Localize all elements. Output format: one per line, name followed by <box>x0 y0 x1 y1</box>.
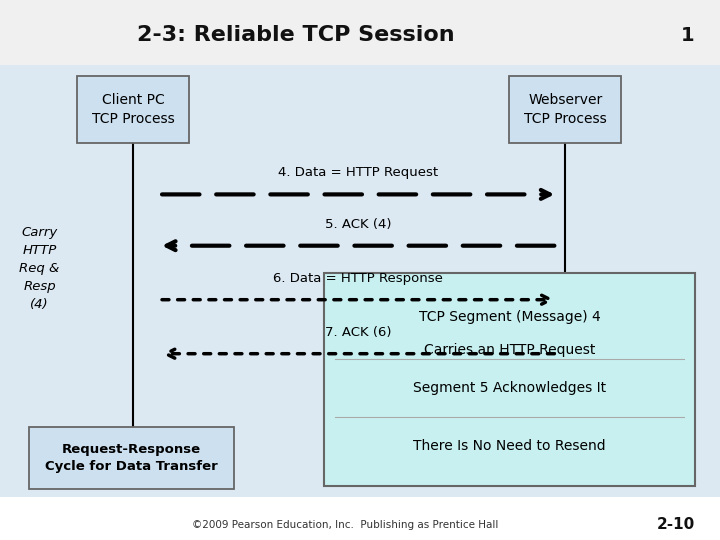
FancyBboxPatch shape <box>78 76 189 143</box>
Text: Request-Response
Cycle for Data Transfer: Request-Response Cycle for Data Transfer <box>45 443 217 472</box>
Text: 7. ACK (6): 7. ACK (6) <box>325 326 392 339</box>
FancyBboxPatch shape <box>0 43 720 497</box>
Text: 2-3: Reliable TCP Session: 2-3: Reliable TCP Session <box>137 25 454 45</box>
FancyBboxPatch shape <box>29 427 234 489</box>
Text: ©2009 Pearson Education, Inc.  Publishing as Prentice Hall: ©2009 Pearson Education, Inc. Publishing… <box>192 520 499 530</box>
Text: 5. ACK (4): 5. ACK (4) <box>325 218 392 231</box>
Text: 4. Data = HTTP Request: 4. Data = HTTP Request <box>278 166 438 179</box>
Text: TCP Segment (Message) 4: TCP Segment (Message) 4 <box>418 310 600 324</box>
FancyBboxPatch shape <box>510 76 621 143</box>
Text: Carries an HTTP Request: Carries an HTTP Request <box>423 343 595 357</box>
FancyBboxPatch shape <box>0 0 720 65</box>
Text: 2-10: 2-10 <box>657 517 695 532</box>
Text: 1: 1 <box>681 25 695 45</box>
FancyBboxPatch shape <box>324 273 695 486</box>
Text: There Is No Need to Resend: There Is No Need to Resend <box>413 439 606 453</box>
Text: Client PC
TCP Process: Client PC TCP Process <box>92 93 174 126</box>
Text: Segment 5 Acknowledges It: Segment 5 Acknowledges It <box>413 381 606 395</box>
Text: Carry
HTTP
Req &
Resp
(4): Carry HTTP Req & Resp (4) <box>19 226 60 311</box>
Text: Webserver
TCP Process: Webserver TCP Process <box>524 93 606 126</box>
Text: 6. Data = HTTP Response: 6. Data = HTTP Response <box>274 272 443 285</box>
